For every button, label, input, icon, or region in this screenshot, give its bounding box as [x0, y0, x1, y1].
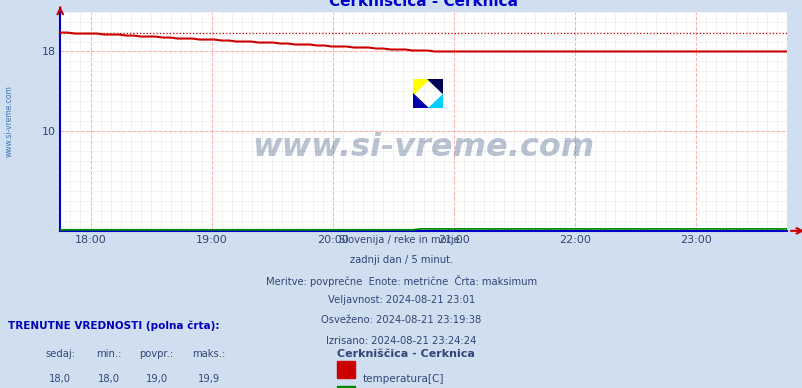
Text: www.si-vreme.com: www.si-vreme.com	[252, 132, 594, 163]
Polygon shape	[412, 79, 427, 94]
Text: Slovenija / reke in morje.: Slovenija / reke in morje.	[339, 235, 463, 245]
Polygon shape	[412, 94, 427, 108]
Text: TRENUTNE VREDNOSTI (polna črta):: TRENUTNE VREDNOSTI (polna črta):	[8, 320, 219, 331]
Text: www.si-vreme.com: www.si-vreme.com	[5, 85, 14, 157]
Text: Meritve: povprečne  Enote: metrične  Črta: maksimum: Meritve: povprečne Enote: metrične Črta:…	[265, 275, 537, 287]
Text: zadnji dan / 5 minut.: zadnji dan / 5 minut.	[350, 255, 452, 265]
Text: 19,0: 19,0	[145, 374, 168, 385]
Title: Cerkniščica - Cerknica: Cerkniščica - Cerknica	[329, 0, 517, 9]
Polygon shape	[427, 94, 443, 108]
Text: sedaj:: sedaj:	[45, 349, 75, 359]
Text: temperatura[C]: temperatura[C]	[363, 374, 444, 385]
Text: Veljavnost: 2024-08-21 23:01: Veljavnost: 2024-08-21 23:01	[327, 295, 475, 305]
Text: 18,0: 18,0	[97, 374, 119, 385]
Text: Osveženo: 2024-08-21 23:19:38: Osveženo: 2024-08-21 23:19:38	[321, 315, 481, 326]
Text: Izrisano: 2024-08-21 23:24:24: Izrisano: 2024-08-21 23:24:24	[326, 336, 476, 346]
Text: maks.:: maks.:	[192, 349, 225, 359]
Text: min.:: min.:	[95, 349, 121, 359]
Text: Cerkniščica - Cerknica: Cerkniščica - Cerknica	[337, 349, 475, 359]
Text: 19,9: 19,9	[197, 374, 220, 385]
Text: povpr.:: povpr.:	[140, 349, 173, 359]
Polygon shape	[427, 79, 443, 94]
Text: 18,0: 18,0	[49, 374, 71, 385]
